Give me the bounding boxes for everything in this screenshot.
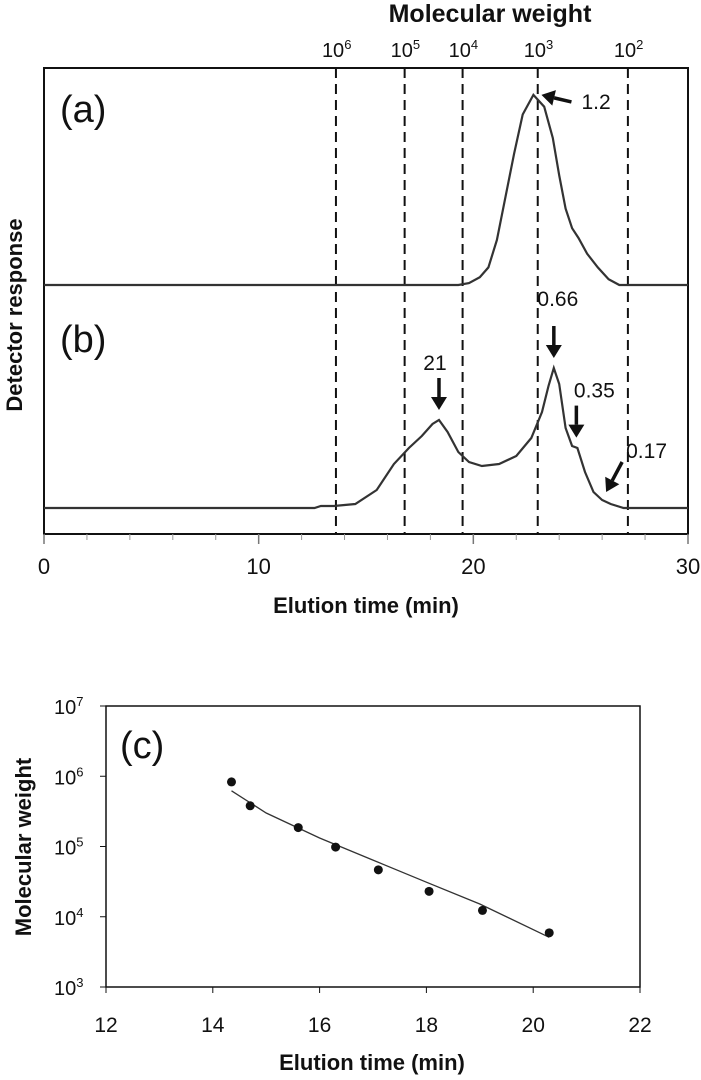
scatter-point xyxy=(226,777,236,787)
scatter-point xyxy=(331,842,341,852)
series-b-line xyxy=(44,364,688,510)
scatter-point xyxy=(544,928,554,938)
molecular-weight-markers: 106 105 104 103 102 xyxy=(322,37,643,534)
mw-marker-exponent: 5 xyxy=(413,37,420,52)
annotation-arrow-shaft xyxy=(610,461,624,482)
panel-label-b: (b) xyxy=(60,319,106,361)
mw-marker-base: 10 xyxy=(449,40,471,62)
bottom-y-tick-label: 103 xyxy=(54,975,83,1000)
top-x-ticks: 0 10 20 30 xyxy=(38,534,700,579)
scatter-point xyxy=(245,801,255,811)
y-tick-exponent: 5 xyxy=(76,835,83,850)
y-tick-base: 10 xyxy=(54,697,76,719)
peak-annotation-label: 0.35 xyxy=(574,380,615,403)
bottom-y-tick-label: 107 xyxy=(54,694,83,719)
fit-line xyxy=(231,790,550,938)
y-tick-base: 10 xyxy=(54,908,76,930)
scatter-point xyxy=(293,823,303,833)
scatter-point xyxy=(424,886,434,896)
mw-marker-exponent: 2 xyxy=(636,37,643,52)
top-plot-frame xyxy=(43,67,689,535)
y-tick-base: 10 xyxy=(54,838,76,860)
mw-marker-exponent: 4 xyxy=(471,37,478,52)
bottom-y-tick-label: 105 xyxy=(54,835,83,860)
mw-marker-base: 10 xyxy=(322,40,344,62)
bottom-y-tick-label: 104 xyxy=(54,905,83,930)
panel-label-c: (c) xyxy=(120,725,164,767)
annotation-arrow-head xyxy=(605,476,620,492)
top-x-axis-label: Elution time (min) xyxy=(273,593,459,618)
bottom-y-axis-label: Molecular weight xyxy=(11,757,36,936)
bottom-x-tick-label: 12 xyxy=(94,1014,117,1037)
bottom-x-tick-label: 14 xyxy=(201,1014,225,1037)
top-x-tick-label: 0 xyxy=(38,554,50,579)
bottom-y-tick-label: 106 xyxy=(54,764,83,789)
bottom-plot-frame xyxy=(105,705,641,988)
bottom-x-tick-label: 20 xyxy=(522,1014,545,1037)
bottom-x-tick-label: 18 xyxy=(415,1014,438,1037)
peak-annotation-label: 0.66 xyxy=(537,288,578,311)
top-chart-title: Molecular weight xyxy=(389,0,592,28)
annotation-arrow-head xyxy=(430,397,447,410)
y-tick-base: 10 xyxy=(54,767,76,789)
mw-marker-base: 10 xyxy=(524,40,546,62)
peak-annotations: 1.2 21 0.66 0.35 0.17 xyxy=(423,90,667,492)
y-tick-exponent: 7 xyxy=(76,694,83,709)
peak-annotation-label: 0.17 xyxy=(626,440,667,463)
top-x-tick-label: 20 xyxy=(461,554,485,579)
scatter-point xyxy=(477,905,487,915)
mw-marker-base: 10 xyxy=(614,40,636,62)
y-tick-exponent: 4 xyxy=(76,905,83,920)
mw-marker-base: 10 xyxy=(391,40,413,62)
annotation-arrow-shaft xyxy=(553,96,572,104)
top-y-axis-label: Detector response xyxy=(2,218,27,411)
bottom-x-axis-label: Elution time (min) xyxy=(279,1050,465,1075)
bottom-x-tick-label: 22 xyxy=(628,1014,651,1037)
panel-label-a: (a) xyxy=(60,89,106,131)
series-a-line xyxy=(44,93,688,287)
peak-annotation-label: 1.2 xyxy=(581,91,610,114)
peak-annotation-label: 21 xyxy=(423,352,446,375)
mw-marker-label: 106 xyxy=(322,37,351,62)
annotation-arrow-head xyxy=(545,345,562,358)
y-tick-exponent: 6 xyxy=(76,764,83,779)
bottom-x-tick-label: 16 xyxy=(308,1014,331,1037)
mw-marker-label: 102 xyxy=(614,37,643,62)
top-x-tick-label: 10 xyxy=(246,554,270,579)
mw-marker-exponent: 3 xyxy=(546,37,553,52)
annotation-arrow-head xyxy=(568,424,585,438)
scatter-point xyxy=(373,865,383,875)
top-x-tick-label: 30 xyxy=(676,554,700,579)
scatter-points xyxy=(226,777,554,938)
y-tick-base: 10 xyxy=(54,978,76,1000)
mw-marker-label: 104 xyxy=(449,37,478,62)
mw-marker-exponent: 6 xyxy=(344,37,351,52)
mw-marker-label: 105 xyxy=(391,37,420,62)
mw-marker-label: 103 xyxy=(524,37,553,62)
y-tick-exponent: 3 xyxy=(76,975,83,990)
annotation-arrow-head xyxy=(541,90,556,106)
